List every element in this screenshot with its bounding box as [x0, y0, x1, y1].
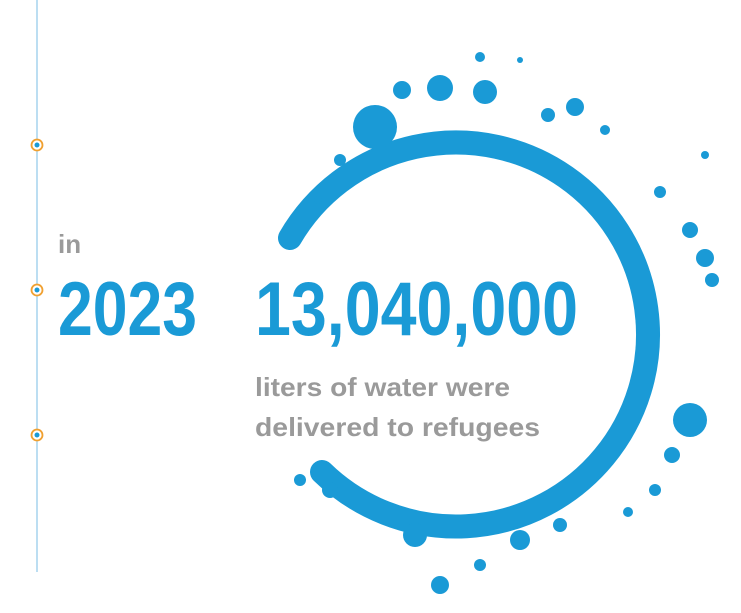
year-label: in: [58, 229, 81, 259]
stat-value: 13,040,000: [255, 267, 578, 352]
year: 2023: [58, 267, 197, 352]
timeline-markers: [30, 138, 44, 442]
splash-ring: [278, 52, 719, 594]
stat-caption: liters of water were: [255, 372, 510, 402]
stat-caption: delivered to refugees: [255, 412, 540, 442]
